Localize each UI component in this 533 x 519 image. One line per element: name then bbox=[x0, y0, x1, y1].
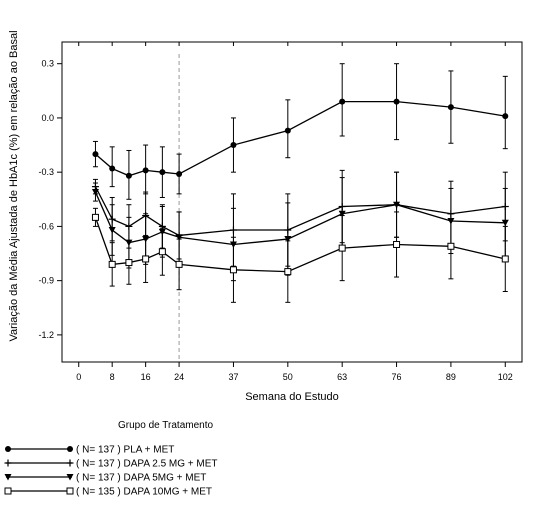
x-tick-label: 0 bbox=[76, 372, 81, 382]
marker-square bbox=[91, 213, 99, 221]
legend-label: ( N= 137 ) DAPA 2.5 MG + MET bbox=[76, 459, 218, 470]
x-tick-label: 76 bbox=[392, 372, 402, 382]
x-tick-label: 50 bbox=[283, 372, 293, 382]
x-tick-label: 37 bbox=[228, 372, 238, 382]
x-tick-label: 63 bbox=[337, 372, 347, 382]
legend-entry-3: ( N= 137 ) DAPA 5MG + MET bbox=[4, 473, 206, 484]
marker-square bbox=[158, 248, 166, 256]
marker-square bbox=[229, 266, 237, 274]
y-tick-label: -0.6 bbox=[38, 221, 54, 231]
legend-label: ( N= 137 ) DAPA 5MG + MET bbox=[76, 473, 206, 484]
marker-circle bbox=[502, 113, 509, 120]
marker-triangle bbox=[91, 189, 99, 196]
marker-square bbox=[447, 242, 455, 250]
marker-circle bbox=[159, 169, 166, 176]
marker-triangle bbox=[4, 474, 12, 481]
y-axis: -1.2 -0.9 -0.6 -0.3 0.0 0.3 bbox=[38, 59, 62, 340]
legend-entry-1: ( N= 137 ) PLA + MET bbox=[5, 445, 174, 456]
x-axis: 0 8 16 24 37 50 63 76 89 102 bbox=[76, 42, 513, 382]
marker-triangle bbox=[175, 234, 183, 241]
legend: Grupo de Tratamento ( N= 137 ) PLA + MET… bbox=[4, 420, 218, 498]
marker-plus bbox=[4, 459, 12, 467]
legend-entry-2: ( N= 137 ) DAPA 2.5 MG + MET bbox=[4, 459, 218, 470]
marker-circle bbox=[109, 165, 116, 172]
marker-square bbox=[501, 255, 509, 263]
series-line bbox=[95, 101, 506, 177]
marker-circle bbox=[284, 127, 291, 134]
x-tick-label: 8 bbox=[110, 372, 115, 382]
x-tick-label: 16 bbox=[141, 372, 151, 382]
marker-triangle bbox=[338, 210, 346, 218]
marker-plus bbox=[66, 459, 74, 467]
y-tick-label: -0.3 bbox=[38, 167, 54, 177]
series-line bbox=[94, 186, 506, 237]
series-2 bbox=[91, 169, 509, 267]
y-tick-label: -0.9 bbox=[38, 276, 54, 286]
marker-square bbox=[4, 487, 12, 495]
marker-square bbox=[175, 260, 183, 268]
marker-triangle bbox=[284, 236, 292, 243]
series-1 bbox=[92, 63, 509, 200]
marker-square bbox=[66, 487, 74, 495]
x-tick-label: 24 bbox=[174, 372, 184, 382]
marker-square bbox=[284, 268, 292, 276]
y-tick-label: 0.3 bbox=[41, 59, 54, 69]
y-tick-label: 0.0 bbox=[41, 113, 54, 123]
marker-circle bbox=[176, 170, 183, 177]
marker-circle bbox=[142, 167, 149, 174]
x-axis-title: Semana do Estudo bbox=[245, 391, 339, 403]
marker-circle bbox=[125, 172, 132, 179]
marker-circle bbox=[447, 104, 454, 111]
marker-triangle bbox=[66, 474, 74, 481]
marker-triangle bbox=[393, 201, 401, 209]
series-line bbox=[94, 217, 506, 273]
series-3 bbox=[91, 171, 509, 282]
marker-circle bbox=[67, 446, 73, 452]
x-tick-label: 102 bbox=[498, 372, 513, 382]
series-4 bbox=[91, 207, 509, 303]
marker-triangle bbox=[501, 219, 509, 227]
marker-square bbox=[338, 244, 346, 252]
plot-frame bbox=[61, 41, 523, 363]
x-tick-label: 89 bbox=[446, 372, 456, 382]
legend-entry-4: ( N= 135 ) DAPA 10MG + MET bbox=[4, 487, 212, 498]
marker-circle bbox=[230, 142, 237, 149]
series-layer bbox=[91, 63, 509, 303]
y-axis-title: Variação da Média Ajustada de HbA1c (%) … bbox=[8, 30, 20, 341]
marker-square bbox=[142, 255, 150, 263]
y-tick-label: -1.2 bbox=[38, 330, 54, 340]
marker-square bbox=[108, 260, 116, 268]
marker-circle bbox=[339, 98, 346, 105]
legend-label: ( N= 137 ) PLA + MET bbox=[76, 445, 174, 456]
marker-circle bbox=[393, 98, 400, 105]
series-line bbox=[94, 191, 506, 246]
marker-square bbox=[125, 259, 133, 267]
legend-label: ( N= 135 ) DAPA 10MG + MET bbox=[76, 487, 212, 498]
marker-circle bbox=[92, 151, 99, 158]
marker-square bbox=[393, 240, 401, 248]
legend-title: Grupo de Tratamento bbox=[118, 420, 213, 431]
marker-circle bbox=[5, 446, 11, 452]
marker-triangle bbox=[108, 227, 116, 234]
